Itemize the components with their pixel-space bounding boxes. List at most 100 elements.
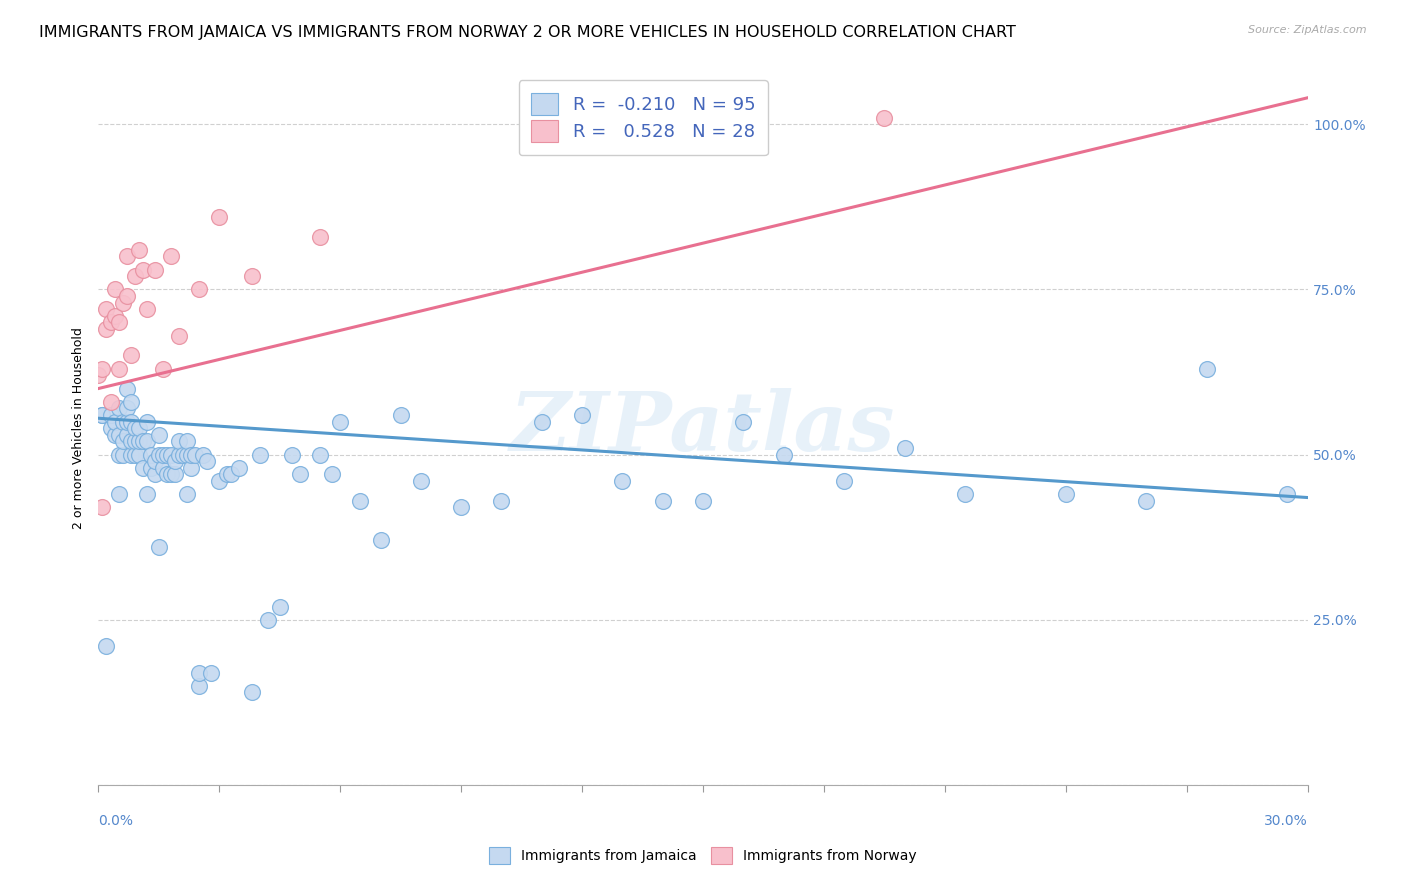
Point [143, 467, 166, 482]
Point [160, 448, 183, 462]
Point [143, 454, 166, 468]
Point [128, 448, 150, 462]
Point [111, 448, 134, 462]
Text: IMMIGRANTS FROM JAMAICA VS IMMIGRANTS FROM NORWAY 2 OR MORE VEHICLES IN HOUSEHOL: IMMIGRANTS FROM JAMAICA VS IMMIGRANTS FR… [39, 25, 1017, 40]
Point [228, 460, 250, 475]
Point [172, 448, 194, 462]
Point [111, 434, 134, 449]
Point [87, 368, 110, 383]
Point [115, 289, 138, 303]
Point [176, 487, 198, 501]
Point [91, 408, 114, 422]
Point [148, 448, 170, 462]
Point [163, 454, 186, 468]
Point [115, 249, 138, 263]
Point [893, 441, 915, 455]
Point [100, 394, 122, 409]
Point [156, 467, 179, 482]
Point [733, 415, 755, 429]
Point [321, 467, 343, 482]
Point [128, 434, 150, 449]
Point [115, 427, 138, 442]
Point [160, 467, 183, 482]
Point [91, 500, 114, 515]
Point [1054, 487, 1077, 501]
Point [349, 493, 371, 508]
Point [571, 408, 593, 422]
Point [120, 349, 142, 363]
Point [530, 415, 553, 429]
Point [135, 415, 157, 429]
Text: ZIPatlas: ZIPatlas [510, 388, 896, 468]
Point [107, 448, 129, 462]
Point [208, 474, 231, 488]
Point [188, 665, 211, 680]
Point [176, 448, 198, 462]
Point [167, 328, 190, 343]
Point [160, 249, 183, 263]
Point [409, 474, 432, 488]
Point [370, 533, 392, 548]
Point [281, 448, 304, 462]
Point [115, 415, 138, 429]
Point [188, 679, 211, 693]
Point [240, 269, 263, 284]
Point [103, 309, 125, 323]
Point [107, 401, 129, 416]
Point [120, 394, 142, 409]
Point [208, 210, 231, 224]
Point [120, 448, 142, 462]
Point [217, 467, 239, 482]
Point [132, 460, 155, 475]
Point [176, 434, 198, 449]
Point [180, 460, 202, 475]
Point [156, 448, 179, 462]
Point [111, 415, 134, 429]
Point [832, 474, 855, 488]
Point [100, 421, 122, 435]
Point [389, 408, 412, 422]
Point [103, 415, 125, 429]
Point [120, 415, 142, 429]
Point [135, 302, 157, 317]
Point [167, 448, 190, 462]
Legend: Immigrants from Jamaica, Immigrants from Norway: Immigrants from Jamaica, Immigrants from… [489, 847, 917, 863]
Point [184, 448, 207, 462]
Point [193, 448, 215, 462]
Point [249, 448, 271, 462]
Point [167, 434, 190, 449]
Point [288, 467, 311, 482]
Point [1135, 493, 1157, 508]
Point [692, 493, 714, 508]
Point [1195, 361, 1218, 376]
Point [107, 361, 129, 376]
Point [96, 639, 118, 653]
Point [329, 415, 352, 429]
Y-axis label: 2 or more Vehicles in Household: 2 or more Vehicles in Household [72, 327, 86, 529]
Point [180, 448, 202, 462]
Point [152, 448, 174, 462]
Point [91, 408, 114, 422]
Point [309, 448, 332, 462]
Point [152, 460, 174, 475]
Text: 0.0%: 0.0% [98, 814, 134, 828]
Point [91, 361, 114, 376]
Text: Source: ZipAtlas.com: Source: ZipAtlas.com [1249, 25, 1367, 35]
Point [651, 493, 673, 508]
Point [491, 493, 513, 508]
Point [188, 282, 211, 296]
Point [240, 685, 263, 699]
Point [111, 295, 134, 310]
Point [128, 421, 150, 435]
Point [100, 408, 122, 422]
Point [269, 599, 291, 614]
Point [96, 322, 118, 336]
Point [139, 448, 162, 462]
Point [256, 613, 278, 627]
Point [195, 454, 218, 468]
Point [128, 243, 150, 257]
Point [200, 665, 222, 680]
Point [107, 427, 129, 442]
Point [309, 229, 332, 244]
Text: 30.0%: 30.0% [1264, 814, 1308, 828]
